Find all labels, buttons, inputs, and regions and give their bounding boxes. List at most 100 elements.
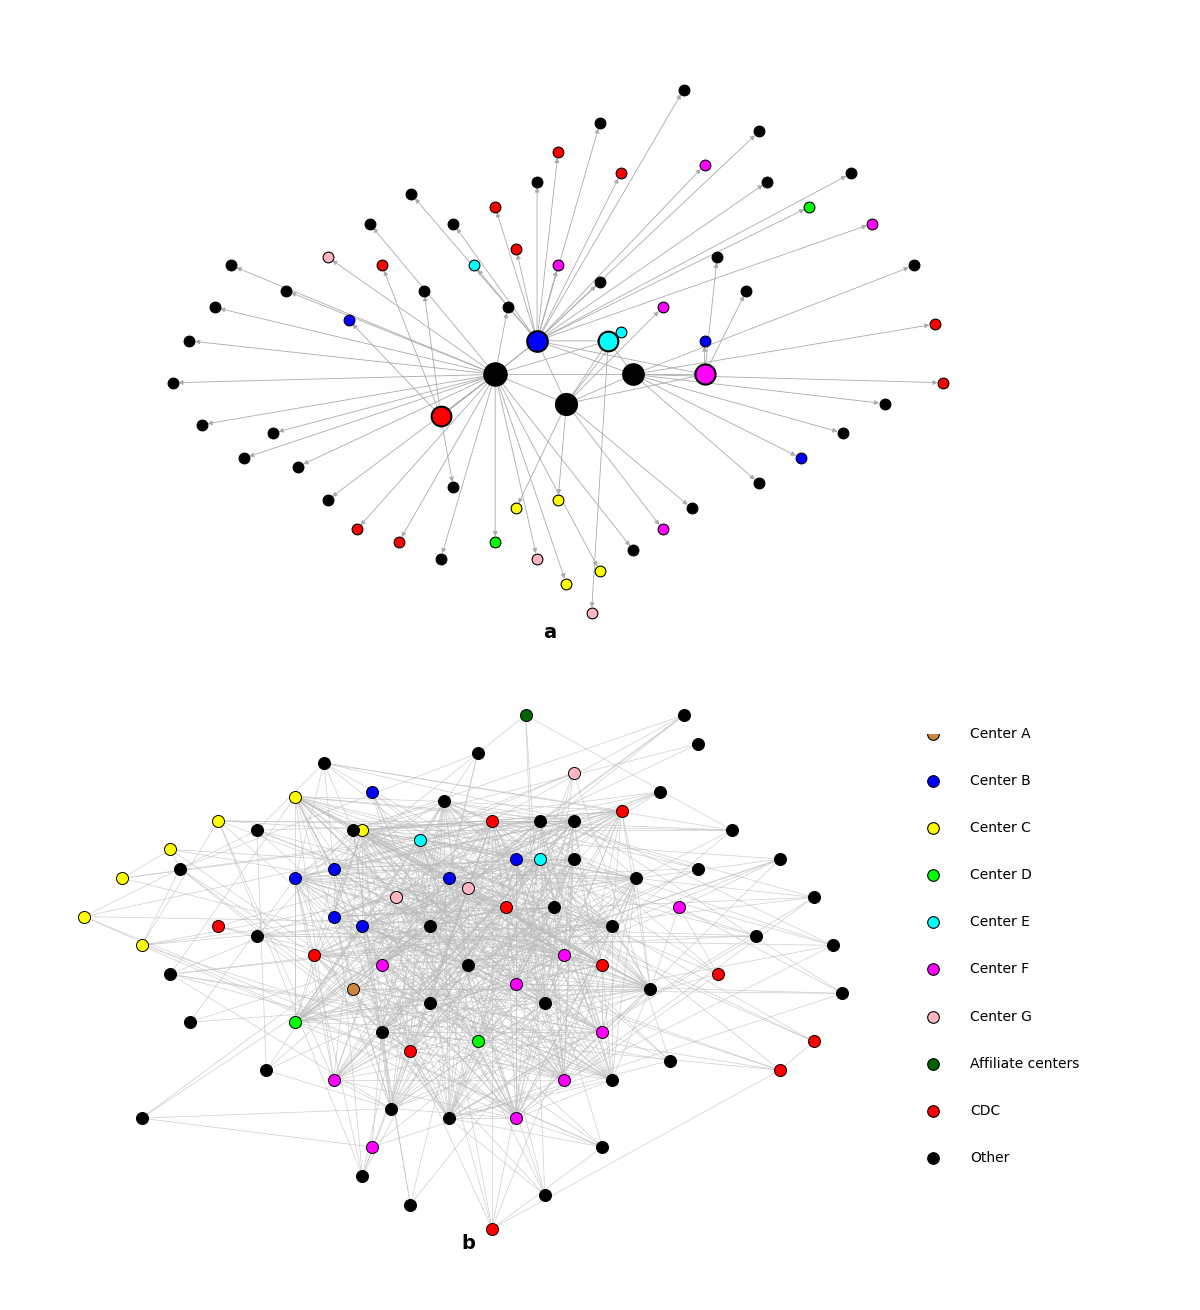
Point [841,162,860,183]
Point [804,887,823,908]
Point [286,786,305,807]
Point [683,498,702,519]
Text: Center G: Center G [970,1010,1032,1023]
Point [318,246,337,267]
Point [722,820,742,841]
Point [516,705,535,726]
Point [209,810,228,831]
Point [863,214,882,234]
Point [737,280,756,301]
Point [554,945,574,965]
Point [401,1195,420,1216]
Point [132,935,151,956]
Point [554,1069,574,1090]
Point [458,954,478,975]
Point [557,393,576,414]
Point [530,849,550,870]
Point [925,313,944,334]
Point [506,849,526,870]
Point [708,246,727,267]
Point [161,964,180,985]
Point [257,1060,276,1081]
Point [564,762,583,783]
Point [674,705,694,726]
Point [602,1069,622,1090]
Text: Center C: Center C [970,821,1031,834]
Point [770,1060,790,1081]
Point [535,993,554,1014]
Point [343,820,362,841]
Point [486,532,505,553]
Point [593,1022,612,1043]
Point [641,979,660,1000]
Point [535,1184,554,1205]
Point [362,781,382,802]
Point [74,907,94,927]
Point [497,896,516,917]
Text: Center F: Center F [970,963,1030,976]
Point [758,172,778,193]
Point [305,945,324,965]
Point [506,1108,526,1129]
Point [264,423,283,444]
Text: Center D: Center D [970,869,1032,882]
Point [833,423,852,444]
Point [482,810,502,831]
Point [528,330,547,351]
Point [545,896,564,917]
Point [650,781,670,802]
Point [444,214,463,234]
Point [132,1108,151,1129]
Point [530,810,550,831]
Point [823,935,842,956]
Point [482,1218,502,1239]
Point [557,574,576,595]
Text: Center A: Center A [970,727,1031,740]
Point [324,1069,343,1090]
Point [324,858,343,879]
Point [170,858,190,879]
Text: b: b [461,1234,475,1252]
Point [506,973,526,994]
Point [653,297,672,318]
Point [486,196,505,217]
Point [324,907,343,927]
Point [486,364,505,385]
Point [343,979,362,1000]
Point [382,1098,401,1119]
Text: Affiliate centers: Affiliate centers [970,1057,1080,1070]
Point [113,867,132,888]
Point [434,791,454,812]
Point [402,183,421,204]
Point [458,878,478,899]
Point [414,280,433,301]
Point [362,1137,382,1158]
Point [695,330,714,351]
Point [410,829,430,850]
Point [389,532,408,553]
Point [439,1108,458,1129]
Point [689,858,708,879]
Point [582,603,601,624]
Point [905,255,924,276]
Point [431,548,450,569]
Point [612,800,631,821]
Point [234,448,253,469]
Point [695,155,714,176]
Point [791,448,810,469]
Point [498,297,517,318]
Text: a: a [544,624,556,642]
Point [653,519,672,540]
Point [670,896,689,917]
Point [506,238,526,259]
Point [353,916,372,937]
Point [548,490,568,511]
Point [611,162,630,183]
Point [431,406,450,427]
Point [750,473,769,494]
Point [338,309,358,330]
Point [360,214,379,234]
Point [770,849,790,870]
Point [286,1011,305,1032]
Point [386,887,406,908]
